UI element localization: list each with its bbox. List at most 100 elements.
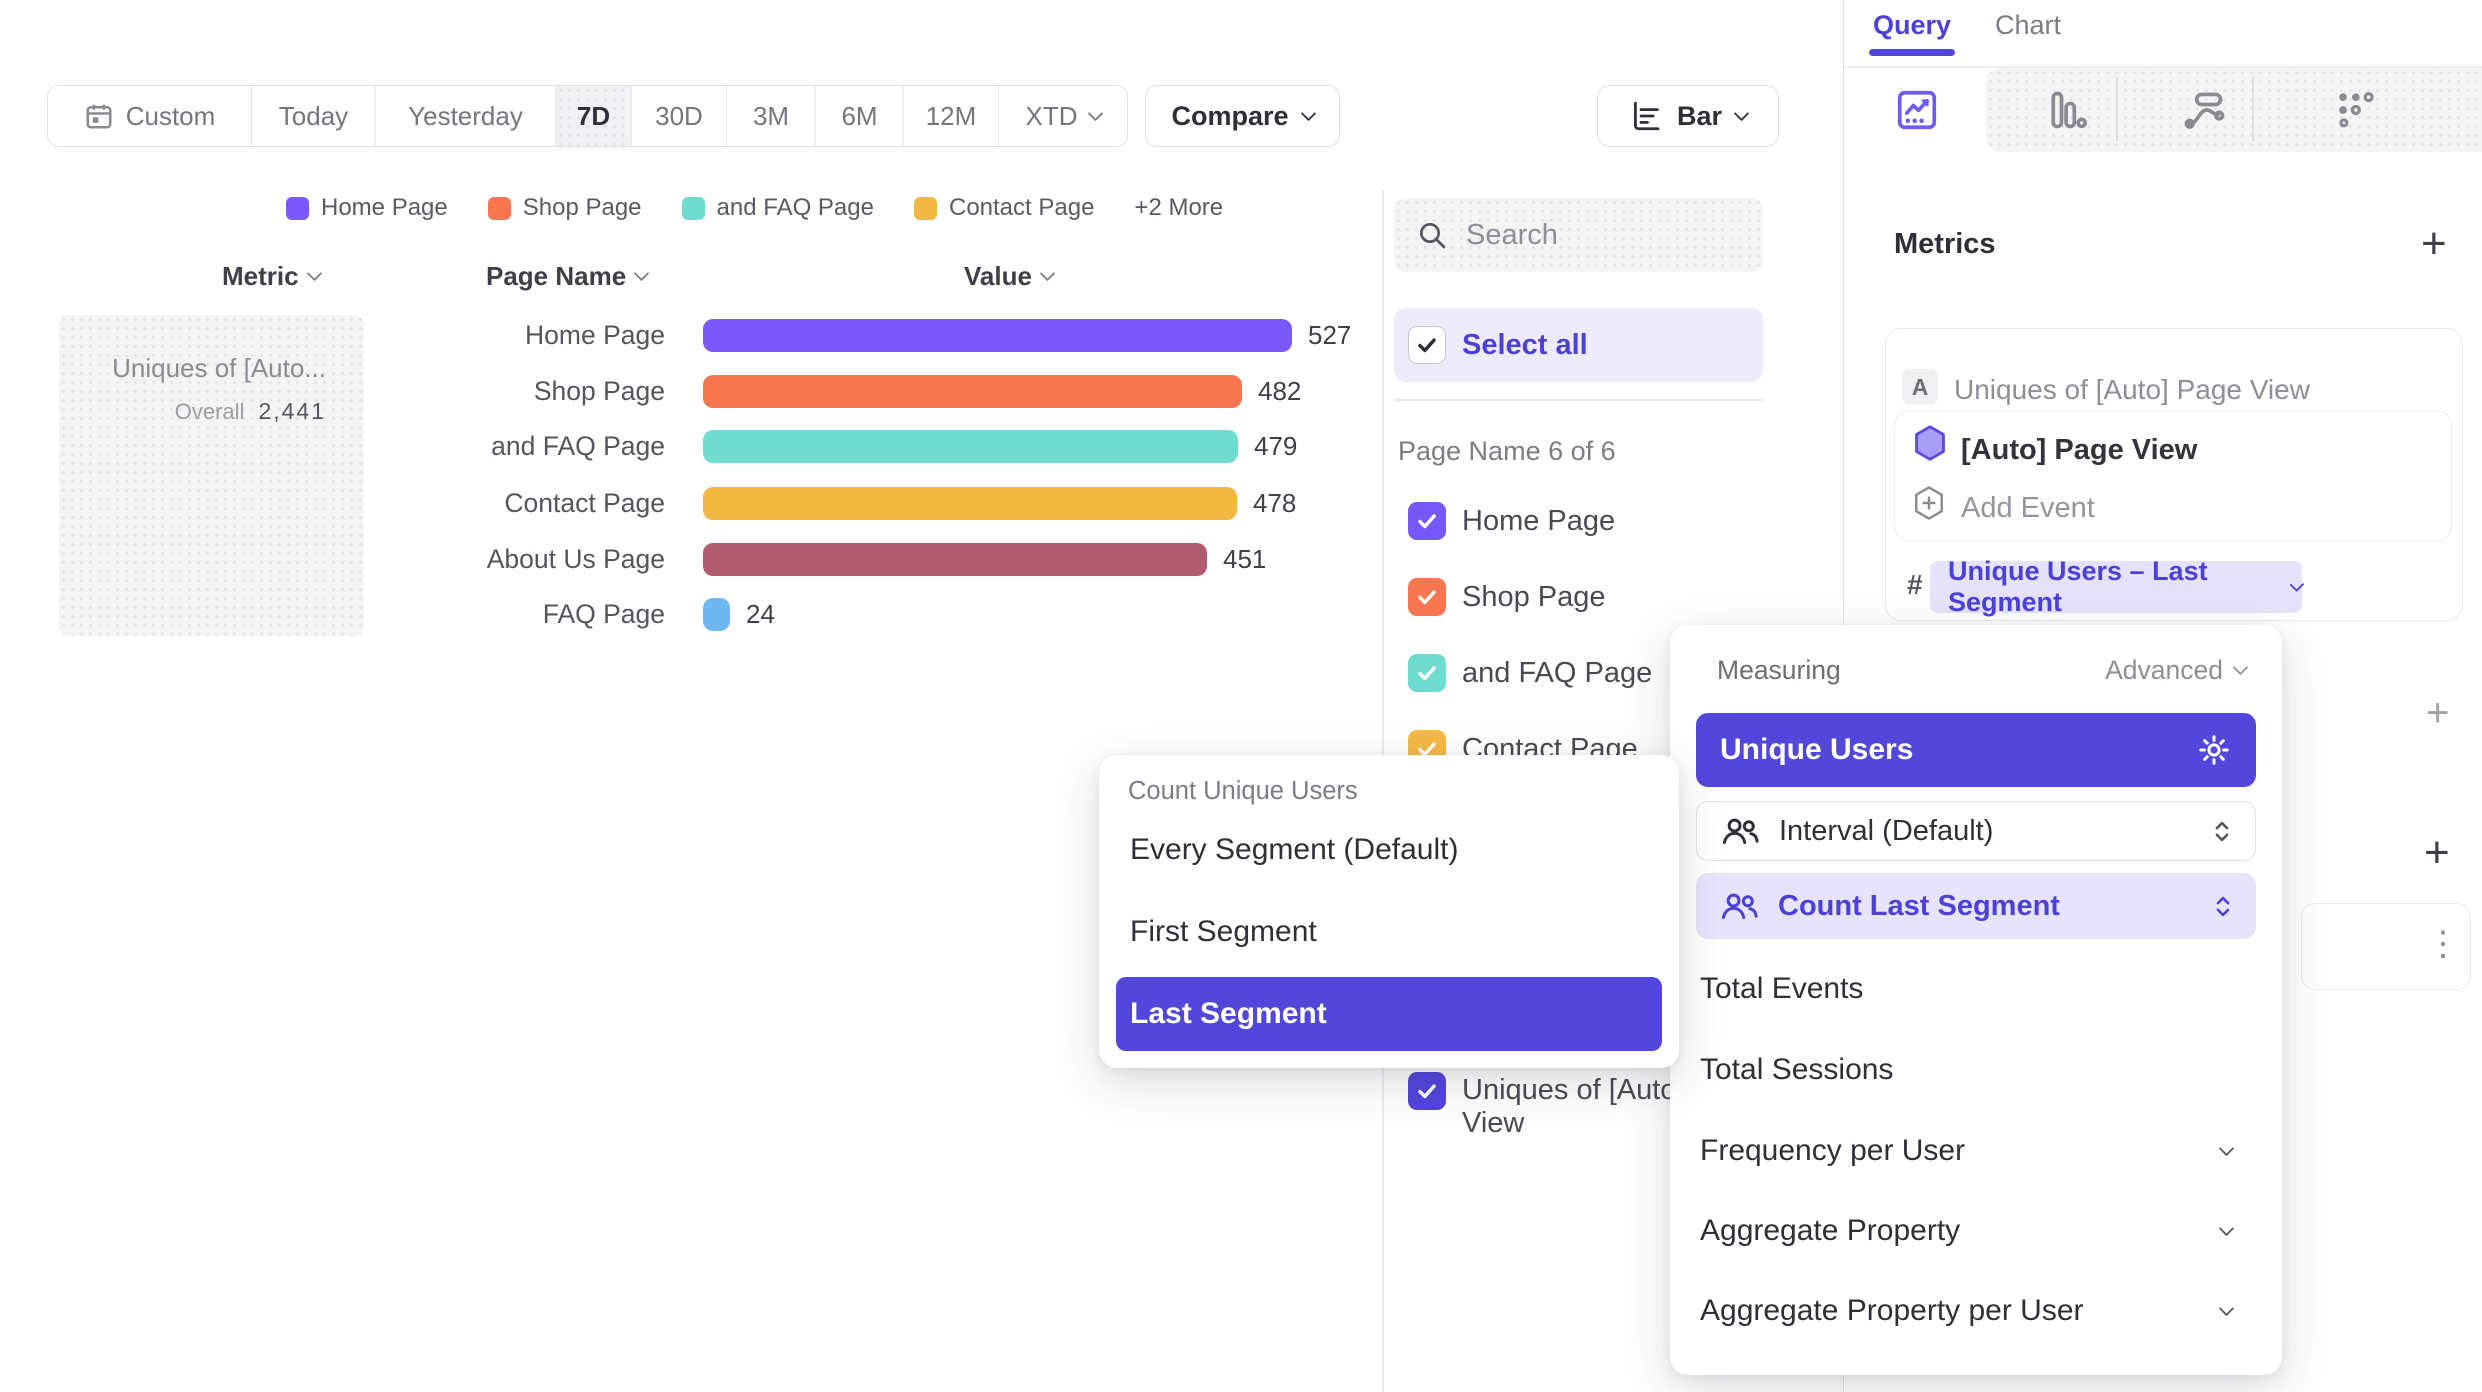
value-bar[interactable] — [703, 318, 1292, 352]
date-range-30d[interactable]: 30D — [631, 86, 726, 146]
date-range-6m[interactable]: 6M — [815, 86, 903, 146]
chevron-down-icon — [2218, 1300, 2235, 1316]
tab-query[interactable]: Query — [1873, 10, 1952, 40]
metric-badge: A — [1902, 369, 1938, 405]
date-range-custom[interactable]: Custom — [48, 86, 251, 146]
column-header-metric[interactable]: Metric — [222, 261, 322, 292]
table-row: Shop Page 482 — [350, 374, 1301, 408]
checkbox-checked[interactable] — [1408, 578, 1446, 616]
column-header-value[interactable]: Value — [964, 261, 1056, 292]
date-range-xtd[interactable]: XTD — [998, 86, 1127, 146]
chevron-down-icon — [1039, 265, 1056, 282]
chevron-down-icon — [1733, 105, 1750, 121]
select-all-checkbox[interactable] — [1408, 326, 1446, 364]
hash-label: # — [1907, 569, 1923, 600]
segment-popover-title: Count Unique Users — [1128, 777, 1358, 805]
date-range-7d-selected[interactable]: 7D — [555, 86, 631, 146]
table-row: Contact Page 478 — [350, 486, 1296, 520]
chevron-down-icon — [2218, 1140, 2235, 1156]
column-header-page-name[interactable]: Page Name — [486, 261, 650, 292]
filter-item-and-faq-page[interactable]: and FAQ Page — [1394, 654, 1652, 692]
legend-swatch — [286, 196, 309, 220]
date-range-3m[interactable]: 3M — [726, 86, 815, 146]
divider — [2252, 77, 2254, 141]
value-bar[interactable] — [703, 486, 1237, 520]
add-metric-button[interactable]: + — [2421, 219, 2447, 268]
report-tab-funnels[interactable] — [2019, 68, 2114, 152]
legend-item[interactable]: Contact Page — [913, 194, 1094, 222]
chevron-down-icon — [633, 265, 650, 282]
row-value: 451 — [1223, 543, 1267, 574]
divider — [1844, 66, 2482, 68]
table-row: and FAQ Page 479 — [350, 429, 1297, 463]
option-frequency-per-user[interactable]: Frequency per User — [1700, 1122, 2252, 1180]
horizontal-bar-chart-icon — [1629, 99, 1663, 133]
chevron-down-icon — [2232, 659, 2249, 676]
measurement-pill[interactable]: Unique Users – Last Segment — [1930, 556, 2305, 617]
flows-icon — [2184, 92, 2224, 129]
row-label: About Us Page — [486, 543, 665, 574]
option-interval-default[interactable]: Interval (Default) — [1696, 801, 2256, 861]
legend-more[interactable]: +2 More — [1134, 194, 1224, 221]
chevron-down-icon — [1300, 105, 1316, 121]
add-circle-icon — [1912, 484, 1946, 527]
compare-button[interactable]: Compare — [1145, 85, 1340, 147]
legend-item[interactable]: and FAQ Page — [681, 194, 874, 222]
option-aggregate-property-per-user[interactable]: Aggregate Property per User — [1700, 1282, 2252, 1340]
value-bar[interactable] — [703, 542, 1207, 576]
event-name[interactable]: [Auto] Page View — [1961, 434, 2198, 466]
report-tab-insights-active[interactable] — [1862, 68, 1972, 152]
chart-legend: Home Page Shop Page and FAQ Page Contact… — [286, 194, 1223, 222]
option-total-events[interactable]: Total Events — [1700, 972, 1864, 1005]
chart-type-button[interactable]: Bar — [1597, 85, 1779, 147]
option-count-last-segment-selected[interactable]: Count Last Segment — [1696, 873, 2256, 939]
filter-item-home-page[interactable]: Home Page — [1394, 502, 1615, 540]
option-total-sessions[interactable]: Total Sessions — [1700, 1053, 1894, 1086]
report-tab-retention[interactable] — [2294, 68, 2414, 152]
date-range-yesterday[interactable]: Yesterday — [375, 86, 555, 146]
add-filter-button[interactable]: + — [2426, 691, 2450, 735]
add-event-button[interactable]: Add Event — [1961, 492, 2095, 524]
option-last-segment-selected[interactable]: Last Segment — [1116, 977, 1662, 1051]
value-bar[interactable] — [703, 374, 1242, 408]
checkbox-checked[interactable] — [1408, 1072, 1446, 1110]
line-chart-icon — [1897, 90, 1937, 129]
metric-card[interactable]: A Uniques of [Auto] Page View [Auto] Pag… — [1885, 328, 2463, 621]
calendar-icon — [84, 101, 114, 131]
value-bar[interactable] — [703, 429, 1238, 463]
search-input[interactable] — [1464, 217, 1718, 253]
filter-item-shop-page[interactable]: Shop Page — [1394, 578, 1606, 616]
option-aggregate-property[interactable]: Aggregate Property — [1700, 1202, 2252, 1260]
kebab-menu-icon[interactable]: ⋮ — [2426, 925, 2460, 963]
legend-swatch — [487, 196, 511, 220]
row-label: FAQ Page — [542, 598, 665, 629]
tab-chart[interactable]: Chart — [1995, 10, 2062, 40]
checkbox-checked[interactable] — [1408, 502, 1446, 540]
date-range-12m[interactable]: 12M — [903, 86, 998, 146]
gear-icon[interactable] — [2196, 732, 2232, 768]
legend-item[interactable]: Home Page — [286, 194, 448, 222]
chevron-down-icon — [1087, 105, 1103, 121]
table-row: Home Page 527 — [350, 318, 1351, 352]
select-all-row[interactable]: Select all — [1394, 308, 1763, 382]
value-bar[interactable] — [703, 597, 730, 631]
add-breakdown-button[interactable]: + — [2424, 828, 2450, 877]
filter-item-uniques-partial[interactable] — [1408, 1072, 1446, 1110]
option-unique-users-selected[interactable]: Unique Users — [1696, 713, 2256, 787]
advanced-toggle[interactable]: Advanced — [2105, 655, 2249, 686]
row-value: 527 — [1308, 319, 1352, 350]
measuring-title: Measuring — [1717, 655, 1841, 685]
checkbox-checked[interactable] — [1408, 654, 1446, 692]
row-label: Shop Page — [533, 375, 665, 406]
date-range-today[interactable]: Today — [251, 86, 375, 146]
search-box[interactable] — [1394, 198, 1763, 272]
metric-cell[interactable]: Uniques of [Auto... Overall 2,441 — [59, 315, 364, 636]
legend-swatch — [913, 196, 937, 220]
option-every-segment[interactable]: Every Segment (Default) — [1130, 833, 1459, 866]
row-label: Home Page — [525, 319, 665, 350]
date-range-label: Custom — [125, 100, 216, 131]
report-tab-flows[interactable] — [2156, 68, 2251, 152]
legend-item[interactable]: Shop Page — [487, 194, 642, 222]
option-first-segment[interactable]: First Segment — [1130, 915, 1317, 948]
